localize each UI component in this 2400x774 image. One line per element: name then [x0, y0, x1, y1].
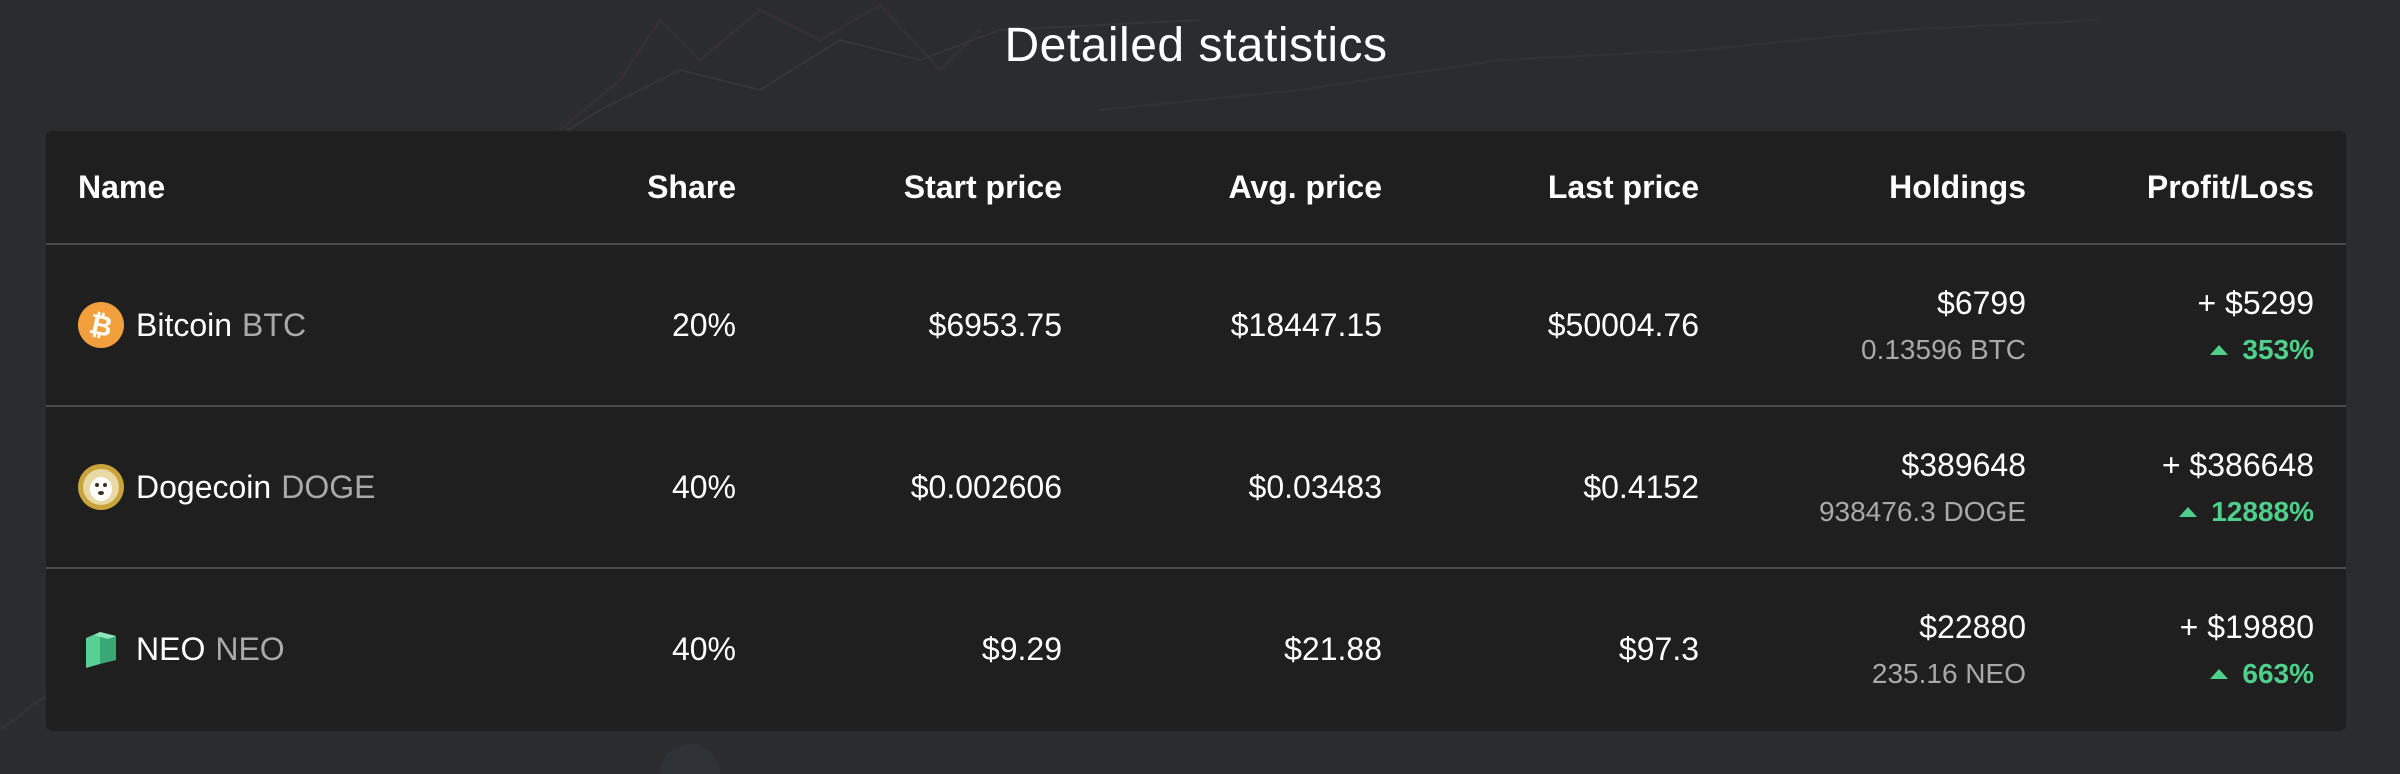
profit-percent: 353%: [2242, 333, 2314, 365]
cell-avg-price: $0.03483: [1062, 406, 1382, 569]
up-arrow-icon: [2210, 344, 2229, 355]
statistics-table-card: Name Share Start price Avg. price Last p…: [46, 131, 2346, 731]
table-header-row: Name Share Start price Avg. price Last p…: [46, 131, 2346, 245]
cell-start-price: $0.002606: [736, 406, 1062, 569]
cell-share: 40%: [671, 630, 736, 667]
holdings-value: $22880: [1919, 608, 2026, 645]
cell-avg-price: $18447.15: [1062, 244, 1382, 407]
profit-value: + $386648: [2161, 446, 2314, 483]
header-share[interactable]: Share: [586, 131, 736, 245]
table-row[interactable]: NEO NEO 40% $9.29 $21.88 $97.3 $22880 235…: [46, 568, 2346, 729]
cell-name: NEO NEO: [46, 568, 586, 729]
up-arrow-icon: [2179, 506, 2198, 517]
coin-name: Bitcoin: [136, 306, 233, 343]
holdings-value: $6799: [1937, 284, 2026, 321]
cell-holdings: $6799 0.13596 BTC: [1699, 244, 2026, 407]
holdings-amount: 0.13596 BTC: [1861, 333, 2026, 365]
coin-symbol: DOGE: [281, 468, 376, 505]
table-row[interactable]: ₿ Bitcoin BTC 20% $6953.75 $18447.15 $500…: [46, 244, 2346, 407]
header-last-price[interactable]: Last price: [1382, 131, 1699, 245]
dogecoin-icon: [78, 464, 124, 510]
cell-profit-loss: + $19880 663%: [2026, 568, 2346, 729]
coin-name: Dogecoin: [136, 468, 272, 505]
header-holdings[interactable]: Holdings: [1699, 131, 2026, 245]
header-name[interactable]: Name: [46, 131, 586, 245]
cell-name: ₿ Bitcoin BTC: [46, 244, 586, 407]
cell-last-price: $97.3: [1618, 630, 1699, 667]
holdings-value: $389648: [1901, 446, 2026, 483]
table-row[interactable]: Dogecoin DOGE 40% $0.002606 $0.03483 $0.4…: [46, 406, 2346, 569]
cell-avg-price: $21.88: [1284, 630, 1382, 667]
profit-value: + $19880: [2179, 608, 2314, 645]
profit-percent: 663%: [2242, 657, 2314, 689]
header-profit-loss[interactable]: Profit/Loss: [2026, 131, 2346, 245]
page-title: Detailed statistics: [1004, 19, 1388, 72]
up-arrow-icon: [2210, 668, 2229, 679]
cell-holdings: $22880 235.16 NEO: [1699, 568, 2026, 729]
coin-symbol: BTC: [242, 306, 307, 343]
cell-start-price: $9.29: [981, 630, 1062, 667]
cell-name: Dogecoin DOGE: [46, 406, 586, 569]
coin-symbol: NEO: [215, 630, 285, 667]
holdings-amount: 235.16 NEO: [1871, 657, 2026, 689]
cell-share: 20%: [586, 244, 736, 407]
bitcoin-icon: ₿: [78, 302, 124, 348]
cell-last-price: $50004.76: [1382, 244, 1699, 407]
header-avg-price[interactable]: Avg. price: [1062, 131, 1382, 245]
profit-percent: 12888%: [2211, 495, 2314, 527]
profit-value: + $5299: [2197, 284, 2314, 321]
holdings-amount: 938476.3 DOGE: [1818, 495, 2026, 527]
cell-profit-loss: + $5299 353%: [2026, 244, 2346, 407]
neo-icon: [86, 632, 116, 668]
coin-name: NEO: [136, 630, 206, 667]
header-start-price[interactable]: Start price: [736, 131, 1062, 245]
cell-share: 40%: [586, 406, 736, 569]
cell-profit-loss: + $386648 12888%: [2026, 406, 2346, 569]
statistics-table: Name Share Start price Avg. price Last p…: [46, 131, 2346, 729]
cell-holdings: $389648 938476.3 DOGE: [1699, 406, 2026, 569]
cell-start-price: $6953.75: [736, 244, 1062, 407]
cell-last-price: $0.4152: [1382, 406, 1699, 569]
